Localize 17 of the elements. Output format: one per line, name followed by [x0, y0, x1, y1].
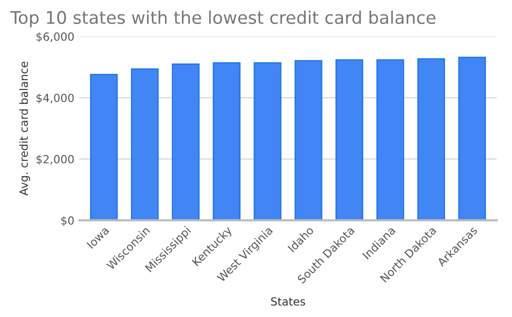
y-tick-label: $0: [61, 216, 74, 226]
bar: [90, 74, 118, 220]
y-tick-label: $2,000: [36, 154, 74, 165]
bar: [417, 58, 446, 220]
bar: [130, 68, 159, 220]
y-tick-label: $6,000: [36, 32, 74, 42]
bar: [172, 63, 200, 220]
bar: [336, 59, 364, 220]
bar: [458, 56, 486, 220]
y-axis-title: Avg. credit card balance: [19, 62, 30, 196]
x-axis-title: States: [271, 297, 306, 306]
bar: [376, 59, 404, 220]
bar: [212, 62, 240, 220]
bar: [294, 60, 322, 220]
bar: [254, 62, 282, 220]
y-tick-label: $4,000: [36, 94, 74, 104]
chart-title: Top 10 states with the lowest credit card balance: [10, 10, 436, 28]
